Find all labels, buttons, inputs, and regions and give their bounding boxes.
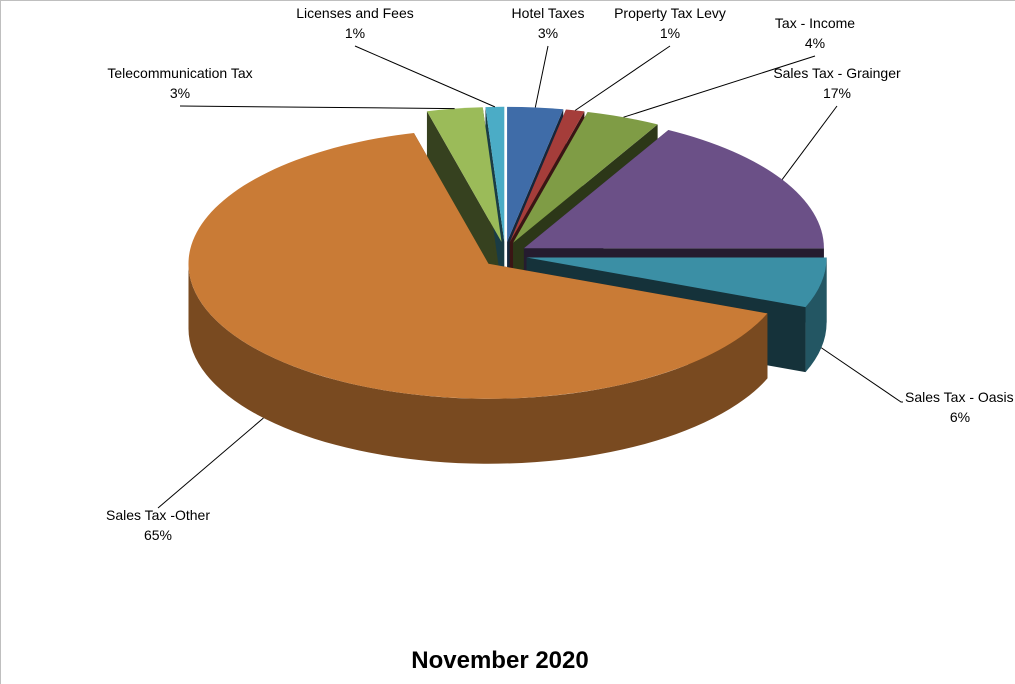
leader-line <box>354 45 496 108</box>
leader-line <box>821 347 903 403</box>
percent-label: 17% <box>823 85 851 101</box>
category-label: Licenses and Fees <box>296 5 414 21</box>
category-label: Property Tax Levy <box>614 5 726 21</box>
category-label: Sales Tax -Other <box>106 507 210 523</box>
pie-tops <box>188 106 827 399</box>
category-label: Sales Tax - Grainger <box>773 65 901 81</box>
data-labels: Hotel Taxes 3% Property Tax Levy 1% Tax - In… <box>106 5 1014 543</box>
percent-label: 3% <box>170 85 190 101</box>
slice <box>523 129 824 249</box>
slice-side <box>805 257 827 373</box>
slice <box>526 257 827 308</box>
percent-label: 6% <box>950 409 970 425</box>
percent-label: 4% <box>805 35 825 51</box>
leader-line <box>574 45 671 111</box>
category-label: Telecommunication Tax <box>107 65 252 81</box>
slice <box>188 132 768 399</box>
leader-line <box>781 105 838 180</box>
category-label: Sales Tax - Oasis <box>905 389 1014 405</box>
percent-label: 1% <box>660 25 680 41</box>
slice <box>485 106 505 242</box>
leader-line <box>623 55 816 118</box>
category-label: Hotel Taxes <box>512 5 585 21</box>
leader-line <box>179 105 455 110</box>
slice <box>507 106 564 242</box>
slice <box>426 107 502 242</box>
leader-line <box>534 45 549 108</box>
chart-title: November 2020 <box>411 647 588 674</box>
category-label: Tax - Income <box>775 15 855 31</box>
slice-side <box>188 263 768 464</box>
percent-label: 65% <box>144 527 172 543</box>
leader-line <box>157 417 264 509</box>
slice <box>513 111 658 243</box>
percent-label: 1% <box>345 25 365 41</box>
slice <box>509 109 585 243</box>
percent-label: 3% <box>538 25 558 41</box>
